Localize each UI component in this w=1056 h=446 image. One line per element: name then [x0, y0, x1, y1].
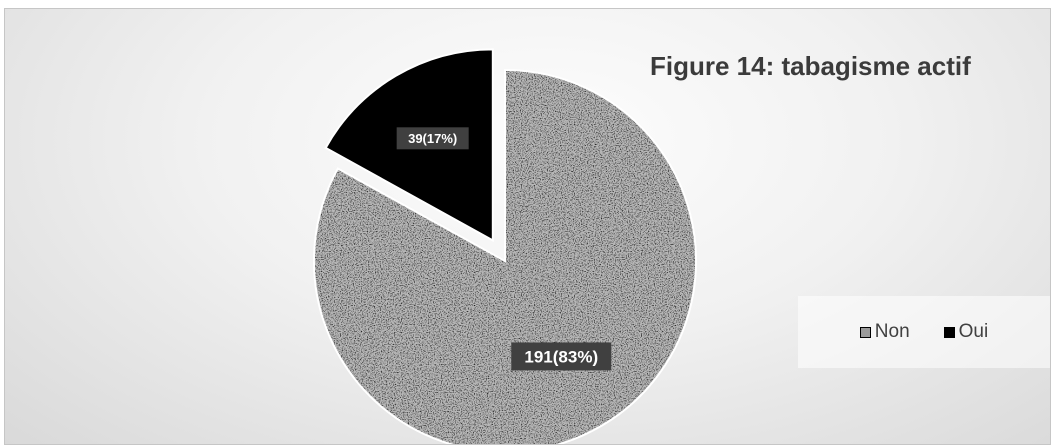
chart-title: Figure 14: tabagisme actif	[650, 51, 971, 81]
legend-item-non: Non	[859, 321, 910, 343]
chart-legend: Non Oui	[798, 296, 1050, 368]
legend-swatch-non	[859, 326, 871, 338]
legend-label-non: Non	[874, 321, 910, 342]
legend-swatch-oui	[943, 326, 955, 338]
legend-item-oui: Oui	[943, 321, 989, 343]
legend-label-oui: Oui	[958, 321, 989, 342]
data-label-box	[396, 127, 469, 150]
data-label-non: 191(83%)	[511, 342, 612, 371]
chart-area: 191(83%) 39(17%) Figure 14: tabagisme act…	[4, 8, 1051, 445]
pie-chart: 191(83%) 39(17%)	[313, 48, 697, 444]
data-label-text: 39(17%)	[408, 131, 457, 146]
data-label-box	[511, 342, 612, 371]
data-label-text: 191(83%)	[524, 347, 598, 366]
data-label-oui: 39(17%)	[396, 127, 469, 150]
